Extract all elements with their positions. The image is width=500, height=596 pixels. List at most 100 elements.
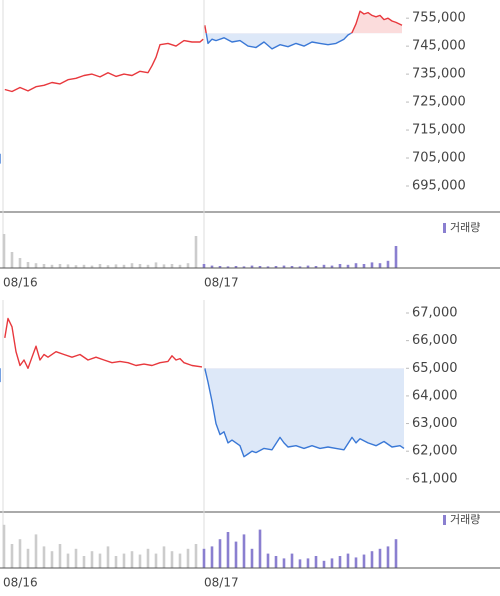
y-tick-label: 735,000 [412,67,466,82]
volume-bar [50,264,54,268]
volume-bar [178,553,182,568]
volume-bar [202,264,206,268]
legend-swatch [443,223,446,233]
volume-bar [274,266,278,268]
volume-bar [2,234,6,268]
volume-bar [170,551,174,568]
volume-bar [218,266,222,268]
y-tick-label: 745,000 [412,39,466,54]
volume-bar [330,265,334,268]
volume-bar [298,266,302,268]
price-line-up [204,10,403,34]
volume-bar [338,264,342,268]
y-tick-label: 64,000 [412,388,458,403]
volume-bar [290,553,294,568]
volume-bar [370,262,374,268]
y-tick-label: 63,000 [412,416,458,431]
volume-bar [210,546,214,568]
area-down [204,33,402,49]
volume-bar [306,265,310,268]
volume-bar [98,553,102,568]
volume-bar [74,265,78,268]
legend-label: 거래량 [450,513,480,526]
volume-bar [322,264,326,268]
volume-bar [234,541,238,568]
volume-bar [162,546,166,568]
volume-bar [130,551,134,568]
volume-bar [258,529,262,568]
x-tick-label: 08/16 [3,576,38,590]
volume-bar [306,558,310,568]
x-tick-label: 08/17 [204,576,239,590]
volume-bar [34,534,38,568]
volume-bar [186,548,190,568]
y-tick-label: 695,000 [412,178,466,193]
legend-swatch [443,515,446,525]
y-tick-label: 67,000 [412,305,458,320]
price-line-down [205,33,353,50]
volume-bar [346,264,350,268]
y-tick-label: 65,000 [412,361,458,376]
legend-label: 거래량 [450,221,480,234]
volume-bar [378,548,382,568]
volume-bar [266,553,270,568]
volume-bar [10,544,14,568]
volume-bar [90,551,94,568]
y-tick-label: 66,000 [412,333,458,348]
y-tick-label: 715,000 [412,123,466,138]
volume-bar [106,546,110,568]
volume-bar [322,560,326,568]
area-up [204,11,402,34]
volume-bar [210,265,214,268]
volume-bar [66,553,70,568]
volume-bar [250,265,254,268]
volume-bar [234,266,238,268]
x-tick-label: 08/17 [204,276,239,290]
volume-bar [58,544,62,568]
volume-bar [362,554,366,568]
volume-bar [138,554,142,568]
volume-bar [82,556,86,568]
volume-bar [378,263,382,268]
volume-bar [258,266,262,268]
volume-bar [10,252,14,268]
volume-bar [354,263,358,268]
volume-bar [314,556,318,568]
volume-bar [394,539,398,568]
volume-bar [154,262,158,268]
volume-bar [370,551,374,568]
volume-bar [386,546,390,568]
volume-bar [386,260,390,268]
y-tick-label: 62,000 [412,444,458,459]
volume-bar [242,534,246,568]
volume-bar [90,265,94,268]
price-line [4,317,203,369]
volume-bar [18,258,22,268]
volume-bar [82,264,86,268]
y-tick-label: 705,000 [412,151,466,166]
volume-bar [58,264,62,268]
volume-bar [226,532,230,568]
volume-bar [26,262,30,268]
volume-bar [130,263,134,268]
y-tick-label: 725,000 [412,95,466,110]
volume-bar [266,266,270,268]
volume-bar [66,264,70,268]
volume-bar [274,556,278,568]
area-down [204,368,404,457]
volume-bar [162,264,166,268]
volume-bar [186,263,190,268]
volume-bar [346,553,350,568]
volume-bar [50,551,54,568]
price-line-down [204,368,405,458]
volume-bar [338,556,342,568]
y-tick-label: 755,000 [412,11,466,26]
volume-bar [226,266,230,268]
volume-bar [18,539,22,568]
volume-bar [122,264,126,268]
volume-bar [34,263,38,268]
volume-bar [354,557,358,568]
volume-bar [242,266,246,268]
volume-bar [26,548,30,568]
volume-bar [314,266,318,268]
